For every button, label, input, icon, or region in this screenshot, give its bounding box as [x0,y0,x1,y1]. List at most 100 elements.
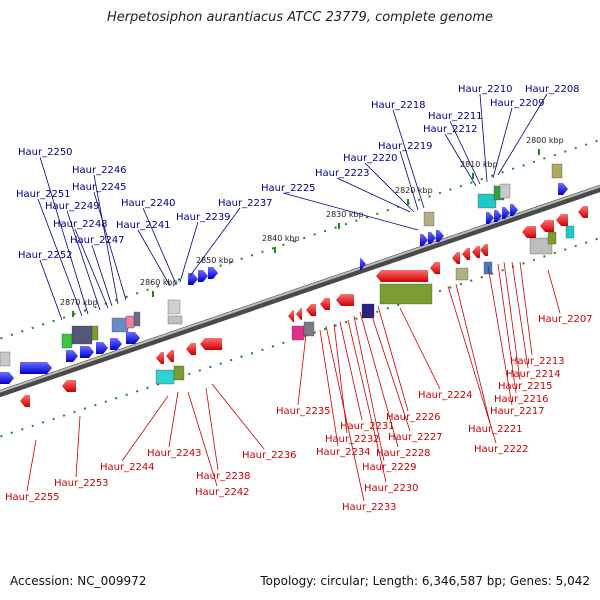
feature-block [291,325,305,341]
forward-gene-arrow [126,332,140,344]
leader-line [364,162,415,213]
gene-label-bottom: Haur_2214 [506,369,561,380]
leader-line [75,415,81,478]
leader-line [179,221,199,283]
gene-label-bottom: Haur_2243 [147,448,202,459]
forward-gene-arrow [502,207,510,219]
gene-label-top: Haur_2223 [315,168,370,179]
forward-gene-arrow [494,210,502,222]
reverse-gene-arrow [376,270,428,282]
tick-mark [538,149,540,155]
gene-label-bottom: Haur_2231 [340,421,395,432]
leader-line [353,315,385,462]
leader-line [492,107,513,179]
gene-label-bottom: Haur_2238 [196,471,251,482]
leader-line [359,311,399,448]
leader-line [547,269,561,314]
feature-block [71,325,93,345]
leader-line [497,263,517,394]
tick-mark [407,199,409,205]
reverse-gene-arrow [336,294,354,306]
gene-label-top: Haur_2225 [261,183,316,194]
feature-block [565,225,575,239]
leader-line [333,323,348,434]
reverse-gene-arrow [556,214,568,226]
gene-label-top: Haur_2249 [45,201,100,212]
gene-label-bottom: Haur_2215 [498,381,553,392]
reverse-gene-arrow [62,380,76,392]
gene-label-bottom: Haur_2234 [316,447,371,458]
leader-line [189,207,241,277]
leader-line [39,156,89,315]
gene-label-bottom: Haur_2217 [490,406,545,417]
feature-block [361,303,375,319]
gene-label-bottom: Haur_2228 [376,448,431,459]
gene-label-top: Haur_2250 [18,147,73,158]
feature-block [455,267,469,281]
tick-label: 2830 kbp [326,210,364,219]
gene-label-bottom: Haur_2236 [242,450,297,461]
gene-label-top: Haur_2211 [428,111,483,122]
tick-mark [472,173,474,179]
reverse-gene-arrow [288,310,294,322]
tick-mark [152,291,154,297]
leader-line [39,259,63,321]
leader-line [74,228,109,309]
tick-label: 2850 kbp [196,256,234,265]
gene-label-top: Haur_2218 [371,100,426,111]
feature-block [167,315,183,325]
tick-mark [338,223,340,229]
forward-gene-arrow [66,350,78,362]
feature-block [499,183,511,199]
tick-label: 2870 kbp [60,298,98,307]
feature-block [125,315,135,329]
reverse-gene-arrow [540,220,554,232]
leader-line [447,285,497,444]
leader-line [91,244,113,307]
leader-line [282,192,419,231]
gene-label-top: Haur_2209 [490,98,545,109]
reverse-gene-arrow [320,298,330,310]
leader-line [497,93,548,176]
gene-label-bottom: Haur_2216 [494,394,549,405]
gene-label-top: Haur_2239 [176,212,231,223]
forward-gene-arrow [188,273,198,285]
accession-text: Accession: NC_009972 [10,574,147,588]
tick-mark [274,247,276,253]
gene-label-bottom: Haur_2242 [195,487,250,498]
gene-label-top: Haur_2247 [70,235,125,246]
gene-label-top: Haur_2251 [16,189,71,200]
map-title: Herpetosiphon aurantiacus ATCC 23779, co… [106,10,494,25]
feature-block [303,321,315,337]
reverse-gene-arrow [186,343,196,355]
reverse-gene-arrow [462,248,470,260]
forward-gene-arrow [486,212,494,224]
feature-block [477,193,497,209]
feature-block [173,365,185,381]
gene-label-bottom: Haur_2253 [54,478,109,489]
feature-block [547,231,557,245]
gene-label-bottom: Haur_2227 [388,432,443,443]
gene-label-top: Haur_2252 [18,250,73,261]
gene-label-bottom: Haur_2229 [362,462,417,473]
leader-line [347,319,387,483]
reverse-gene-arrow [200,338,222,350]
reverse-gene-arrow [430,262,440,274]
leader-line [369,309,411,432]
leader-line [339,321,363,421]
leader-line [336,177,411,213]
gene-label-top: Haur_2237 [218,198,273,209]
feature-block [155,369,175,385]
gene-label-top: Haur_2219 [378,141,433,152]
gene-label-top: Haur_2208 [525,84,580,95]
kbp-ticks: 2800 kbp 2810 kbp 2820 kbp 2830 kbp 2840 kbp… [60,136,564,317]
reverse-gene-arrow [578,206,588,218]
reverse-gene-arrow [166,350,174,362]
forward-gene-arrow [436,230,444,242]
feature-block [111,317,129,333]
leader-line [205,387,219,471]
leader-line [399,307,441,390]
forward-gene-arrow [558,183,568,195]
